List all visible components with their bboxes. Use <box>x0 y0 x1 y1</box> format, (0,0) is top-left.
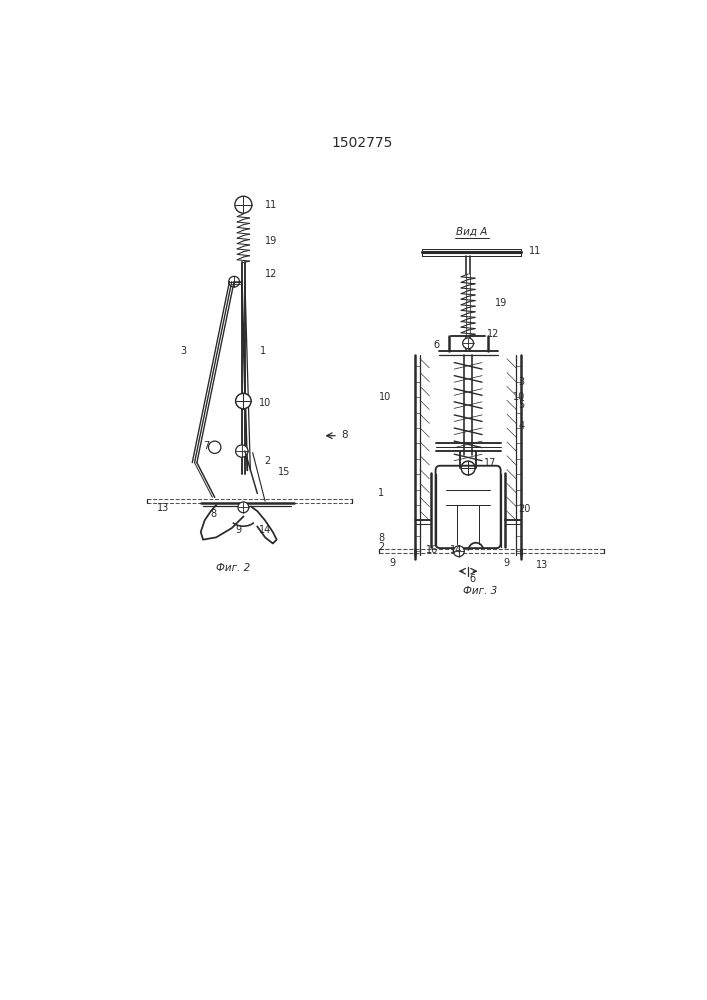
Text: 17: 17 <box>484 458 497 468</box>
Circle shape <box>235 196 252 213</box>
Text: б: б <box>469 574 476 584</box>
Text: 10: 10 <box>379 392 391 402</box>
Text: Фиг. 2: Фиг. 2 <box>216 563 250 573</box>
Text: 8: 8 <box>210 509 216 519</box>
Circle shape <box>453 546 464 557</box>
Circle shape <box>235 393 251 409</box>
Text: 8: 8 <box>378 533 385 543</box>
Text: 2: 2 <box>378 542 385 552</box>
Circle shape <box>461 461 475 475</box>
Text: 11: 11 <box>530 246 542 256</box>
Text: 8: 8 <box>341 430 348 440</box>
Text: 11: 11 <box>265 200 277 210</box>
Text: 7: 7 <box>203 441 209 451</box>
Text: 13: 13 <box>156 503 169 513</box>
Text: 4: 4 <box>518 421 525 431</box>
Text: Фиг. 3: Фиг. 3 <box>462 586 497 596</box>
Text: 9: 9 <box>503 558 509 568</box>
Circle shape <box>209 441 221 453</box>
Text: 19: 19 <box>494 298 507 308</box>
Circle shape <box>462 338 474 349</box>
Text: 3: 3 <box>518 377 525 387</box>
Text: 16: 16 <box>426 545 438 555</box>
Circle shape <box>235 445 248 457</box>
Text: 1502775: 1502775 <box>332 136 392 150</box>
Text: 20: 20 <box>518 504 531 514</box>
Text: б: б <box>433 340 439 350</box>
Text: 10: 10 <box>259 398 271 408</box>
Text: Вид А: Вид А <box>456 227 488 237</box>
Text: 12: 12 <box>486 329 499 339</box>
Text: 5: 5 <box>518 400 525 410</box>
Text: 1: 1 <box>378 488 385 498</box>
Text: 14: 14 <box>450 545 462 555</box>
Text: 19: 19 <box>265 236 277 246</box>
Text: 9: 9 <box>235 525 242 535</box>
Text: 12: 12 <box>265 269 277 279</box>
Text: 10: 10 <box>513 392 525 402</box>
Circle shape <box>238 502 249 513</box>
Text: 3: 3 <box>180 346 186 356</box>
Text: 1: 1 <box>259 346 266 356</box>
Text: 2: 2 <box>264 456 271 466</box>
Text: 15: 15 <box>279 467 291 477</box>
Circle shape <box>228 276 240 287</box>
Text: 13: 13 <box>537 560 549 570</box>
Text: 9: 9 <box>389 558 395 568</box>
Text: 14: 14 <box>259 525 271 535</box>
